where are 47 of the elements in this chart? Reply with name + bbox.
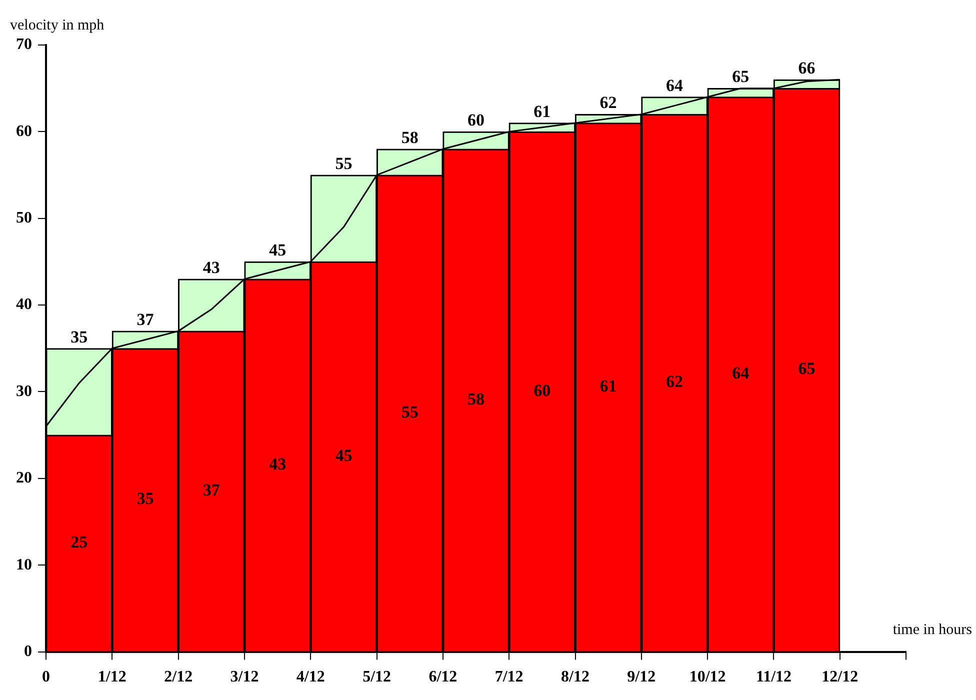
- total-label: 62: [600, 93, 617, 112]
- data-label: 25: [70, 532, 88, 552]
- data-label: 61: [600, 376, 617, 396]
- y-tick-label: 70: [16, 36, 32, 54]
- x-tick-label: 8/12: [561, 668, 590, 686]
- x-tick-label: 3/12: [230, 668, 259, 686]
- data-label: 37: [202, 480, 220, 500]
- data-label: 55: [401, 402, 418, 422]
- x-tick-label: 12/12: [822, 668, 858, 686]
- y-tick-label: 30: [16, 382, 32, 400]
- total-label: 43: [202, 258, 220, 277]
- y-tick-label: 20: [16, 470, 32, 487]
- total-label: 65: [732, 67, 750, 86]
- total-label: 60: [468, 110, 485, 130]
- data-label: 60: [534, 380, 551, 400]
- total-label: 66: [798, 58, 816, 78]
- x-tick-label: 7/12: [494, 668, 524, 686]
- y-tick-label: 50: [16, 210, 32, 227]
- y-axis-title: velocity in mph: [10, 17, 105, 34]
- data-label: 58: [468, 390, 485, 409]
- total-label: 61: [534, 102, 551, 121]
- x-tick-label: 4/12: [296, 668, 325, 686]
- y-tick-label: 60: [16, 122, 32, 140]
- x-tick-label: 0: [42, 668, 50, 686]
- data-label: 62: [666, 372, 684, 392]
- x-tick-label: 11/12: [756, 668, 792, 686]
- y-tick-label: 10: [16, 556, 32, 574]
- x-tick-label: 9/12: [627, 668, 656, 686]
- x-tick-label: 1/12: [98, 668, 126, 686]
- data-label: 43: [269, 454, 286, 474]
- total-label: 64: [666, 76, 684, 95]
- data-label: 35: [136, 489, 154, 508]
- y-tick-label: 40: [16, 296, 32, 314]
- x-axis-title: time in hours: [892, 622, 972, 638]
- total-label: 35: [70, 327, 88, 346]
- x-tick-label: 10/12: [689, 668, 726, 686]
- data-label: 65: [798, 359, 816, 378]
- y-tick-label: 0: [24, 642, 32, 660]
- x-tick-label: 6/12: [428, 668, 458, 686]
- data-label: 45: [335, 446, 352, 465]
- x-tick-label: 2/12: [164, 668, 193, 686]
- total-label: 58: [401, 128, 418, 147]
- total-label: 55: [335, 154, 352, 173]
- total-label: 45: [269, 240, 286, 260]
- data-label: 64: [732, 364, 750, 383]
- x-tick-label: 5/12: [362, 668, 392, 686]
- total-label: 37: [136, 310, 154, 329]
